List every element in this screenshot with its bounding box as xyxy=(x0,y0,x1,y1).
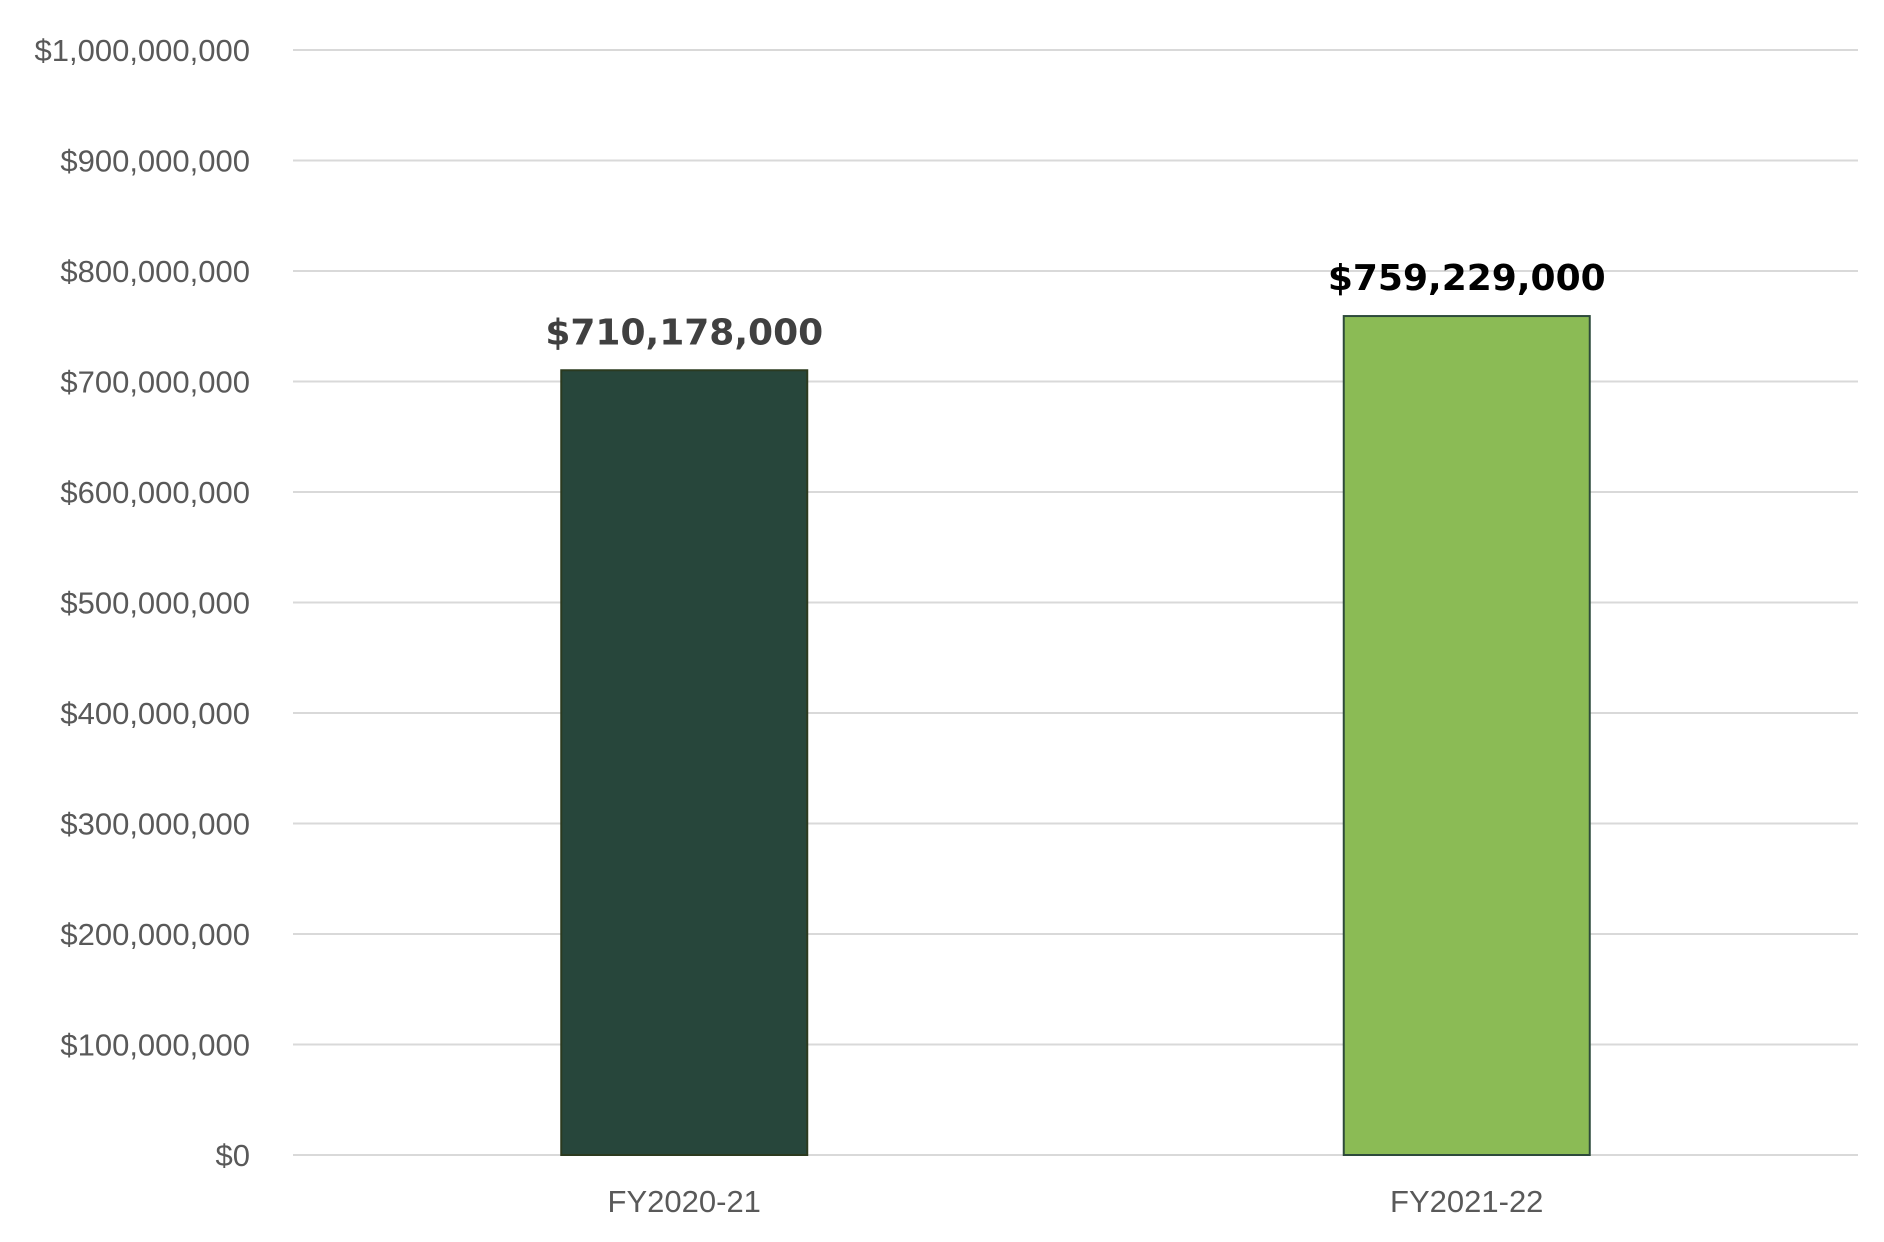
x-category-label: FY2020-21 xyxy=(608,1184,761,1219)
y-tick-label: $500,000,000 xyxy=(60,586,250,621)
y-tick-label: $600,000,000 xyxy=(60,475,250,510)
x-category-label: FY2021-22 xyxy=(1390,1184,1543,1219)
y-tick-label: $900,000,000 xyxy=(60,144,250,179)
y-tick-label: $800,000,000 xyxy=(60,254,250,289)
y-tick-label: $1,000,000,000 xyxy=(35,33,251,68)
gridlines xyxy=(293,49,1858,1156)
y-tick-label: $100,000,000 xyxy=(60,1028,250,1063)
data-label: $759,229,000 xyxy=(1328,258,1606,299)
data-labels: $710,178,000 $759,229,000 xyxy=(545,258,1605,353)
y-tick-label: $300,000,000 xyxy=(60,807,250,842)
x-axis-category-labels: FY2020-21 FY2021-22 xyxy=(608,1184,1544,1219)
y-tick-label: $0 xyxy=(216,1138,250,1173)
y-tick-label: $200,000,000 xyxy=(60,917,250,952)
y-tick-label: $700,000,000 xyxy=(60,365,250,400)
bar-fy2021-22 xyxy=(1342,315,1591,1156)
bars xyxy=(560,315,1591,1156)
data-label: $710,178,000 xyxy=(545,312,823,353)
y-axis-tick-labels: $0 $100,000,000 $200,000,000 $300,000,000 $4… xyxy=(35,33,251,1173)
bar-fy2020-21 xyxy=(560,369,809,1156)
y-tick-label: $400,000,000 xyxy=(60,696,250,731)
